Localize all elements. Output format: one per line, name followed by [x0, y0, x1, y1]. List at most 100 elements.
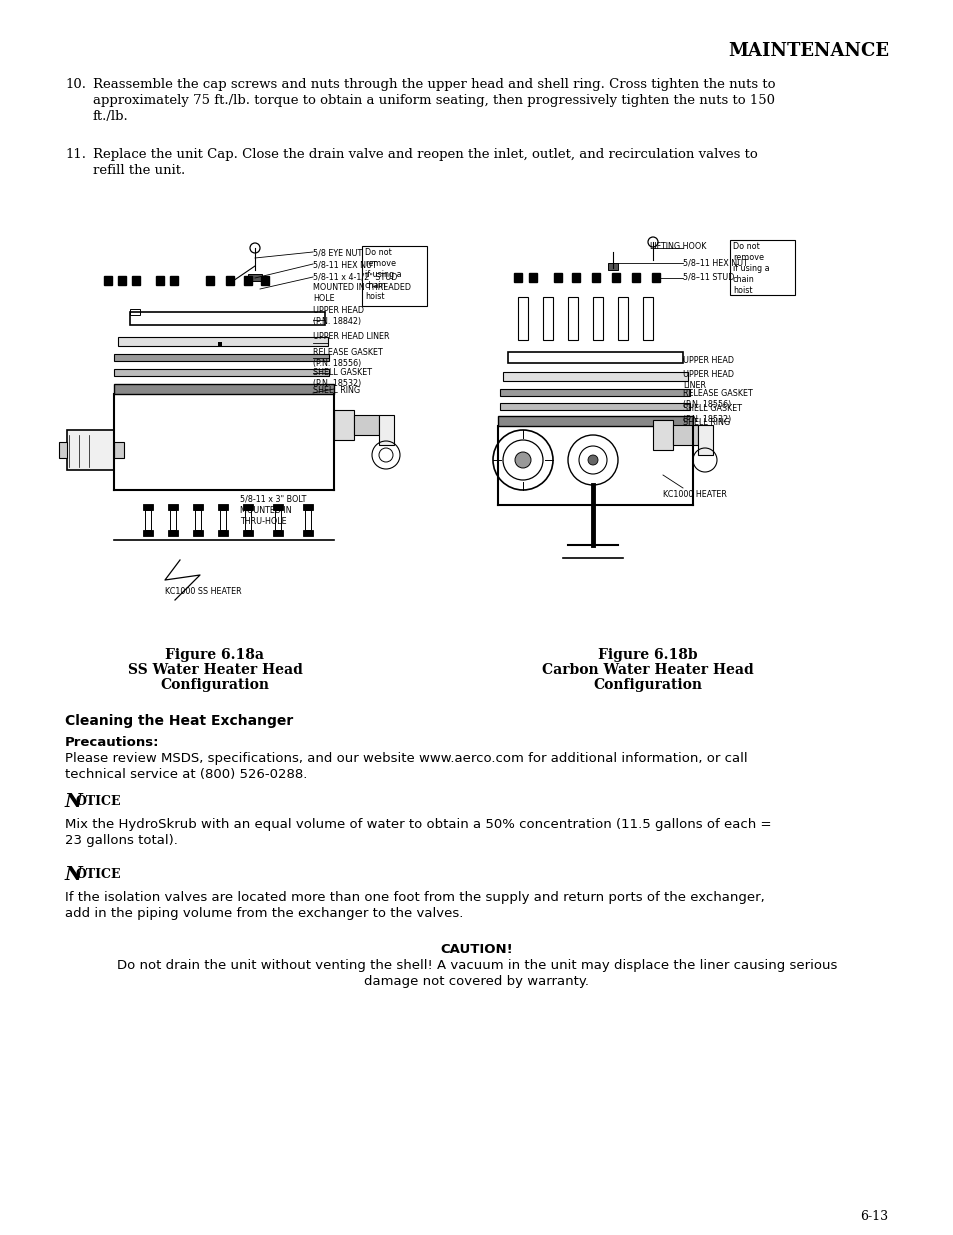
Bar — [245, 510, 251, 530]
Bar — [143, 530, 152, 536]
Text: 5/8–11 STUD: 5/8–11 STUD — [682, 272, 734, 282]
Bar — [499, 403, 689, 410]
Bar — [132, 275, 140, 285]
Circle shape — [587, 454, 598, 466]
Bar — [168, 504, 178, 510]
Text: OTICE: OTICE — [76, 795, 121, 808]
Text: SS Water Heater Head: SS Water Heater Head — [128, 663, 302, 677]
Bar — [193, 504, 203, 510]
Bar — [642, 296, 652, 340]
Bar — [206, 275, 213, 285]
Bar — [618, 296, 627, 340]
Bar — [67, 430, 113, 471]
Bar — [261, 275, 269, 285]
Text: Do not drain the unit without venting the shell! A vacuum in the unit may displa: Do not drain the unit without venting th… — [116, 960, 837, 988]
Text: SHELL GASKET
(P.N. 18532): SHELL GASKET (P.N. 18532) — [313, 368, 372, 388]
Bar — [361, 246, 427, 306]
Bar — [607, 263, 618, 270]
Text: Figure 6.18a: Figure 6.18a — [165, 648, 264, 662]
Bar — [130, 312, 325, 325]
Bar — [334, 410, 354, 440]
Bar — [226, 275, 233, 285]
Bar — [143, 504, 152, 510]
Bar — [130, 309, 140, 315]
Bar — [113, 369, 329, 375]
Text: N: N — [65, 793, 83, 811]
Bar — [497, 416, 692, 426]
Bar — [572, 273, 579, 282]
Text: SHELL RING: SHELL RING — [682, 417, 729, 427]
Bar — [104, 275, 112, 285]
Bar — [554, 273, 561, 282]
Bar — [502, 372, 687, 382]
Bar — [273, 530, 283, 536]
Text: Do not
remove
if using a
chain
hoist: Do not remove if using a chain hoist — [732, 242, 769, 295]
Text: Replace the unit Cap. Close the drain valve and reopen the inlet, outlet, and re: Replace the unit Cap. Close the drain va… — [92, 148, 757, 177]
Text: UPPER HEAD
LINER: UPPER HEAD LINER — [682, 370, 733, 390]
Text: Carbon Water Heater Head: Carbon Water Heater Head — [541, 663, 753, 677]
Bar — [303, 504, 313, 510]
Bar — [218, 530, 228, 536]
Bar — [354, 415, 378, 435]
Text: 11.: 11. — [65, 148, 86, 161]
Bar — [729, 240, 794, 295]
Bar — [248, 274, 262, 282]
Text: SHELL RING: SHELL RING — [313, 387, 359, 395]
Bar — [273, 504, 283, 510]
Bar — [218, 342, 222, 346]
Text: UPPER HEAD
(P.N. 18842): UPPER HEAD (P.N. 18842) — [313, 306, 364, 326]
Text: If the isolation valves are located more than one foot from the supply and retur: If the isolation valves are located more… — [65, 890, 764, 920]
Text: Figure 6.18b: Figure 6.18b — [598, 648, 697, 662]
Bar — [168, 530, 178, 536]
Bar — [305, 510, 311, 530]
Bar — [118, 337, 328, 346]
Bar — [218, 504, 228, 510]
Bar — [542, 296, 553, 340]
Text: N: N — [65, 866, 83, 884]
Text: 5/8-11 x 3" BOLT
MOUNTED IN
THRU-HOLE: 5/8-11 x 3" BOLT MOUNTED IN THRU-HOLE — [240, 495, 306, 526]
Circle shape — [515, 452, 531, 468]
Text: Configuration: Configuration — [160, 678, 269, 692]
Text: UPPER HEAD: UPPER HEAD — [682, 356, 733, 366]
Bar — [113, 354, 329, 361]
Bar — [118, 275, 126, 285]
Bar — [507, 352, 682, 363]
Text: CAUTION!: CAUTION! — [440, 944, 513, 956]
Bar — [593, 296, 602, 340]
Bar — [517, 296, 527, 340]
Text: RELEASE GASKET
(P.N. 18556): RELEASE GASKET (P.N. 18556) — [313, 348, 382, 368]
Bar — [567, 296, 578, 340]
Text: 6-13: 6-13 — [859, 1210, 887, 1223]
Bar — [514, 273, 521, 282]
Text: 5/8-11 x 4-1/2" STUD
MOUNTED IN THREADED
HOLE: 5/8-11 x 4-1/2" STUD MOUNTED IN THREADED… — [313, 272, 411, 304]
Text: KC1000 HEATER: KC1000 HEATER — [662, 490, 726, 499]
Bar — [113, 442, 124, 458]
Bar — [499, 389, 689, 396]
Bar — [244, 275, 252, 285]
Bar — [698, 425, 712, 454]
Text: SHELL GASKET
(P.N. 18532): SHELL GASKET (P.N. 18532) — [682, 404, 741, 424]
Bar — [59, 442, 67, 458]
Text: Reassemble the cap screws and nuts through the upper head and shell ring. Cross : Reassemble the cap screws and nuts throu… — [92, 78, 775, 124]
Text: Do not
remove
if using a
chain
hoist: Do not remove if using a chain hoist — [365, 248, 401, 301]
Text: UPPER HEAD LINER: UPPER HEAD LINER — [313, 332, 389, 341]
Bar — [145, 510, 151, 530]
Text: Configuration: Configuration — [593, 678, 701, 692]
Text: MAINTENANCE: MAINTENANCE — [727, 42, 888, 61]
Text: LIFTING HOOK: LIFTING HOOK — [649, 242, 705, 251]
Bar — [672, 425, 698, 445]
Bar — [170, 275, 178, 285]
Bar — [194, 510, 201, 530]
Text: 5/8 EYE NUT: 5/8 EYE NUT — [313, 248, 362, 257]
Text: Cleaning the Heat Exchanger: Cleaning the Heat Exchanger — [65, 714, 293, 727]
Bar — [592, 273, 599, 282]
Text: RELEASE GASKET
(P.N. 18556): RELEASE GASKET (P.N. 18556) — [682, 389, 752, 409]
Bar — [113, 384, 334, 394]
Bar — [220, 510, 226, 530]
Text: 5/8-11 HEX NUT: 5/8-11 HEX NUT — [313, 261, 376, 270]
Bar — [156, 275, 164, 285]
Bar — [529, 273, 537, 282]
Text: Mix the HydroSkrub with an equal volume of water to obtain a 50% concentration (: Mix the HydroSkrub with an equal volume … — [65, 818, 771, 847]
Text: 10.: 10. — [65, 78, 86, 91]
Text: Precautions:: Precautions: — [65, 736, 159, 748]
